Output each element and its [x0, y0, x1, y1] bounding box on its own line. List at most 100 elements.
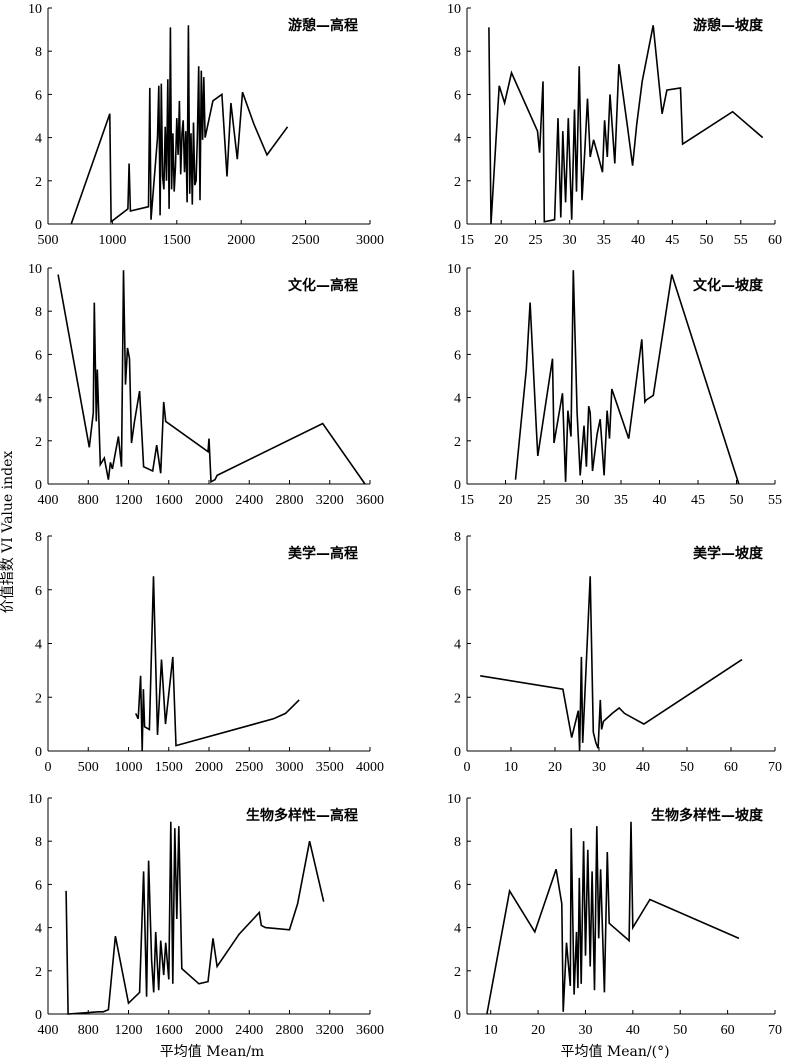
- x-tick-label: 35: [597, 233, 611, 248]
- x-tick-label: 25: [537, 493, 551, 508]
- x-tick-label: 1000: [115, 760, 143, 775]
- x-tick-label: 1500: [155, 760, 183, 775]
- x-tick-label: 3600: [356, 493, 384, 508]
- series-line-bio-slope: [486, 821, 740, 1015]
- y-tick-label: 6: [35, 584, 42, 599]
- series-line-cul-slope: [514, 270, 740, 485]
- x-tick-label: 2400: [235, 1023, 263, 1038]
- y-tick-label: 8: [454, 530, 461, 545]
- panel-title: 游憩—坡度: [693, 17, 764, 34]
- x-tick-label: 400: [38, 493, 59, 508]
- y-tick-label: 4: [454, 922, 461, 937]
- x-tick-label: 20: [531, 1023, 545, 1038]
- x-tick-label: 2000: [195, 1023, 223, 1038]
- x-tick-label: 60: [768, 233, 782, 248]
- y-tick-label: 8: [454, 835, 461, 850]
- x-tick-label: 3600: [356, 1023, 384, 1038]
- y-tick-label: 10: [28, 2, 42, 17]
- y-tick-label: 0: [454, 218, 461, 233]
- x-tick-label: 1600: [155, 1023, 183, 1038]
- y-tick-label: 8: [454, 305, 461, 320]
- y-tick-label: 2: [35, 175, 42, 190]
- y-tick-label: 4: [454, 392, 461, 407]
- y-tick-label: 2: [454, 175, 461, 190]
- x-tick-label: 1000: [98, 233, 126, 248]
- y-tick-label: 8: [35, 835, 42, 850]
- x-tick-label: 500: [38, 233, 59, 248]
- panel-bio-slope: 0 2 4 6 8 10 10 20 30 40 50 60 70 生物多样性—坡度: [447, 792, 782, 1038]
- x-tick-label: 800: [78, 493, 99, 508]
- x-tick-label: 2000: [195, 493, 223, 508]
- series-line-rec-slope: [488, 25, 764, 225]
- y-tick-label: 6: [454, 88, 461, 103]
- x-tick-label: 0: [45, 760, 52, 775]
- x-tick-label: 50: [673, 1023, 687, 1038]
- y-tick-label: 2: [35, 435, 42, 450]
- x-tick-label: 2000: [195, 760, 223, 775]
- panel-title: 文化—坡度: [693, 277, 764, 294]
- y-tick-label: 4: [35, 638, 42, 653]
- panel-title: 生物多样性—坡度: [651, 807, 764, 824]
- y-tick-label: 10: [447, 792, 461, 807]
- panel-aes-elev: 0 2 4 6 8 0 500 1000 1500 2000 2500 3000 3500 4000 美学—…: [35, 530, 384, 775]
- x-tick-label: 15: [460, 233, 474, 248]
- y-tick-label: 8: [35, 305, 42, 320]
- x-tick-label: 800: [78, 1023, 99, 1038]
- y-tick-label: 8: [454, 45, 461, 60]
- x-tick-label: 70: [768, 760, 782, 775]
- y-tick-label: 0: [35, 218, 42, 233]
- y-tick-label: 6: [454, 584, 461, 599]
- y-tick-label: 0: [454, 478, 461, 493]
- x-tick-label: 2400: [235, 493, 263, 508]
- x-tick-label: 4000: [356, 760, 384, 775]
- y-tick-label: 2: [454, 435, 461, 450]
- x-tick-label: 500: [78, 760, 99, 775]
- x-tick-label: 55: [734, 233, 748, 248]
- y-tick-label: 10: [447, 2, 461, 17]
- y-tick-label: 2: [35, 691, 42, 706]
- x-tick-label: 2800: [276, 1023, 304, 1038]
- x-tick-label: 2500: [235, 760, 263, 775]
- panel-title: 美学—坡度: [693, 545, 764, 562]
- x-tick-label: 50: [700, 233, 714, 248]
- panel-title: 美学—高程: [288, 545, 358, 562]
- y-tick-label: 2: [35, 965, 42, 980]
- x-tick-label: 1200: [115, 1023, 143, 1038]
- x-axis-title-elevation: 平均值 Mean/m: [160, 1044, 264, 1060]
- y-tick-label: 6: [35, 878, 42, 893]
- y-axis-title: 价值指数 VI Value index: [0, 451, 16, 614]
- x-tick-label: 10: [484, 1023, 498, 1038]
- y-tick-label: 4: [454, 638, 461, 653]
- x-tick-label: 2000: [227, 233, 255, 248]
- series-line-bio-elev: [65, 821, 325, 1015]
- x-tick-label: 25: [528, 233, 542, 248]
- x-tick-label: 30: [578, 1023, 592, 1038]
- x-tick-label: 3000: [276, 760, 304, 775]
- x-tick-label: 30: [563, 233, 577, 248]
- panel-rec-elev: 0 2 4 6 8 10 500 1000 1500 2000 2500 3000 游憩—高程: [28, 2, 384, 248]
- panel-cul-elev: 0 2 4 6 8 10 400 800 1200 1600 2000 2400 2800 3200 360…: [28, 262, 384, 508]
- y-tick-label: 10: [447, 262, 461, 277]
- x-tick-label: 40: [631, 233, 645, 248]
- y-tick-label: 6: [35, 88, 42, 103]
- x-tick-label: 60: [721, 1023, 735, 1038]
- x-axis-title-slope: 平均值 Mean/(°): [560, 1044, 669, 1060]
- panel-title: 生物多样性—高程: [246, 807, 358, 824]
- x-tick-label: 15: [460, 493, 474, 508]
- x-tick-label: 30: [592, 760, 606, 775]
- panel-title: 游憩—高程: [288, 17, 358, 34]
- x-tick-label: 45: [691, 493, 705, 508]
- y-tick-label: 4: [35, 132, 42, 147]
- x-tick-label: 40: [626, 1023, 640, 1038]
- y-tick-label: 4: [454, 132, 461, 147]
- panel-cul-slope: 0 2 4 6 8 10 15 20 25 30 35 40 45 50 55 文化—坡度: [447, 262, 782, 508]
- y-tick-label: 10: [28, 792, 42, 807]
- y-tick-label: 2: [454, 965, 461, 980]
- x-tick-label: 400: [38, 1023, 59, 1038]
- y-tick-label: 4: [35, 922, 42, 937]
- x-tick-label: 0: [464, 760, 471, 775]
- x-tick-label: 3500: [316, 760, 344, 775]
- y-tick-label: 6: [454, 878, 461, 893]
- x-tick-label: 40: [653, 493, 667, 508]
